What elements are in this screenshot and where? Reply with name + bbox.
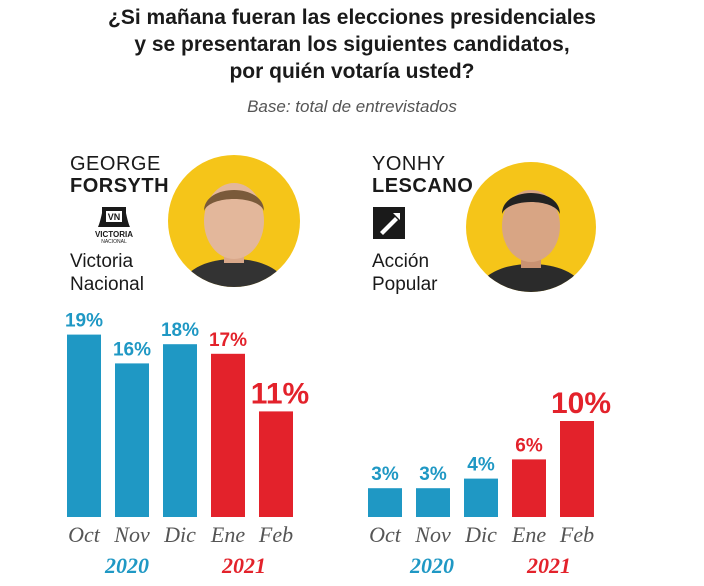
accion-popular-shovel-logo-icon bbox=[373, 207, 405, 239]
party-name: Acción Popular bbox=[372, 250, 438, 296]
logo-text: VICTORIA bbox=[94, 230, 134, 239]
bar bbox=[560, 421, 594, 517]
bar bbox=[163, 344, 197, 517]
x-tick-label: Oct bbox=[369, 522, 402, 547]
chart-subtitle: Base: total de entrevistados bbox=[247, 97, 457, 116]
title-line: y se presentaran los siguientes candidat… bbox=[134, 33, 570, 56]
data-label: 19% bbox=[65, 311, 103, 332]
victoria-nacional-bell-logo-icon: VN bbox=[98, 207, 130, 227]
year-label: 2021 bbox=[221, 553, 266, 578]
portrait-illustration bbox=[474, 190, 588, 292]
data-label: 4% bbox=[467, 455, 495, 476]
party-name-line: Victoria bbox=[70, 251, 134, 272]
accion-popular-logo bbox=[373, 207, 405, 239]
title-line: ¿Si mañana fueran las elecciones preside… bbox=[108, 6, 596, 29]
party-name-line: Popular bbox=[372, 274, 438, 295]
x-tick-label: Dic bbox=[163, 522, 196, 547]
year-label: 2021 bbox=[526, 553, 571, 578]
candidate-photo bbox=[466, 162, 596, 292]
candidate-last-name: FORSYTH bbox=[70, 175, 170, 197]
portrait-illustration bbox=[178, 183, 290, 287]
x-tick-label: Ene bbox=[210, 522, 245, 547]
party-name-line: Acción bbox=[372, 251, 430, 272]
data-label: 3% bbox=[371, 464, 399, 485]
bar bbox=[115, 363, 149, 517]
x-tick-label: Ene bbox=[511, 522, 546, 547]
year-label: 2020 bbox=[409, 553, 454, 578]
bar bbox=[416, 488, 450, 517]
candidate-photo bbox=[168, 155, 300, 287]
data-label: 10% bbox=[551, 387, 611, 420]
data-label: 17% bbox=[209, 330, 247, 351]
chart-question-title: ¿Si mañana fueran las elecciones preside… bbox=[0, 4, 704, 85]
data-label: 18% bbox=[161, 320, 199, 341]
year-label: 2020 bbox=[104, 553, 149, 578]
x-tick-label: Feb bbox=[559, 522, 594, 547]
bar bbox=[67, 334, 101, 517]
x-tick-label: Nov bbox=[113, 522, 150, 547]
bar bbox=[464, 478, 498, 517]
candidate-first-name: YONHY bbox=[372, 153, 446, 175]
x-tick-label: Feb bbox=[258, 522, 293, 547]
data-label: 3% bbox=[419, 464, 447, 485]
victoria-nacional-logo: VN VICTORIA NACIONAL bbox=[84, 205, 144, 245]
data-label: 16% bbox=[113, 339, 151, 360]
x-tick-label: Dic bbox=[464, 522, 497, 547]
svg-text:VN: VN bbox=[108, 212, 121, 222]
logo-text: NACIONAL bbox=[101, 239, 127, 245]
bar bbox=[211, 353, 245, 517]
data-label: 11% bbox=[251, 377, 309, 410]
party-name: Victoria Nacional bbox=[70, 250, 144, 296]
bar bbox=[368, 488, 402, 517]
candidate-last-name: LESCANO bbox=[372, 175, 474, 197]
bar bbox=[259, 411, 293, 517]
x-tick-label: Nov bbox=[414, 522, 451, 547]
party-name-line: Nacional bbox=[70, 274, 144, 295]
candidate-first-name: GEORGE bbox=[70, 153, 161, 175]
bar bbox=[512, 459, 546, 517]
data-label: 6% bbox=[515, 435, 543, 456]
title-line: por quién votaría usted? bbox=[229, 60, 475, 83]
x-tick-label: Oct bbox=[68, 522, 101, 547]
